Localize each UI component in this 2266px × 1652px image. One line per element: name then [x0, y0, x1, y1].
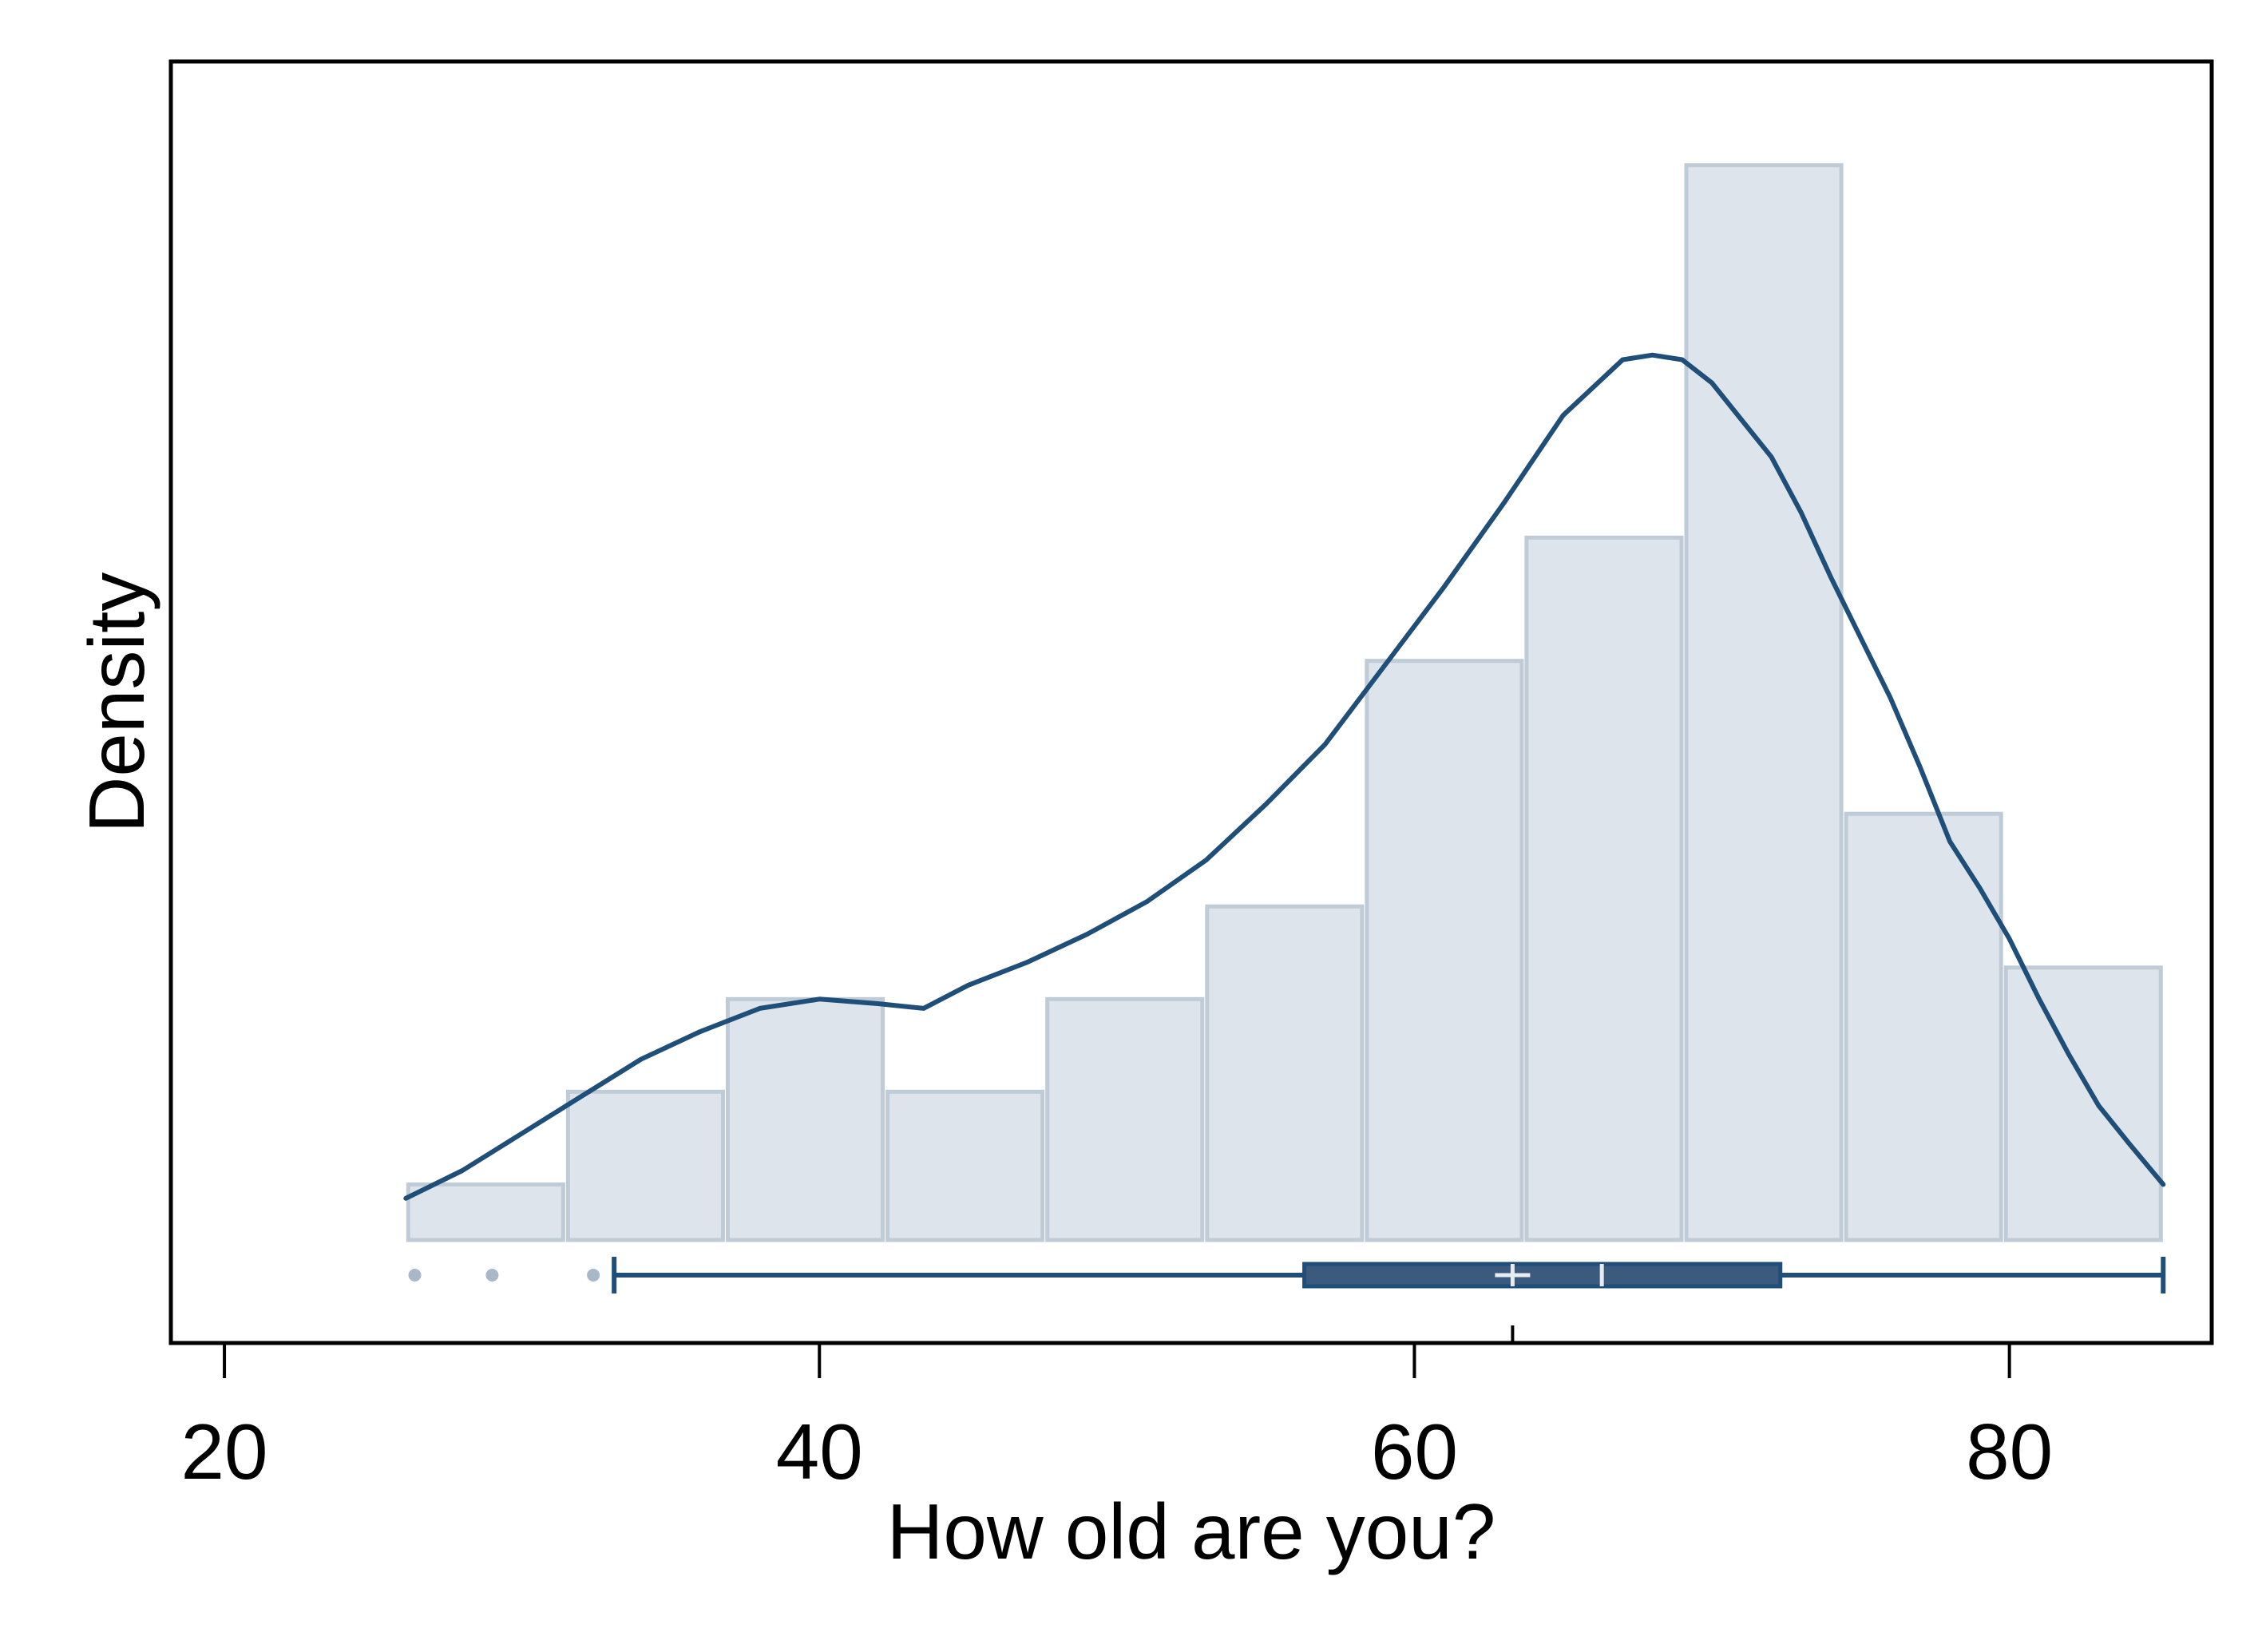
histogram-bar	[565, 1089, 726, 1242]
histogram-bars	[406, 163, 2163, 1242]
x-axis-label: How old are you?	[887, 1488, 1496, 1575]
density-curve	[403, 352, 2166, 1201]
boxplot-outlier-point	[485, 1269, 499, 1282]
histogram-bar	[1684, 163, 1844, 1242]
histogram-bar	[406, 1182, 565, 1242]
histogram-bar	[1844, 811, 2003, 1242]
boxplot-outlier-point	[587, 1269, 600, 1282]
y-axis-label: Density	[73, 572, 160, 834]
histogram-bar	[726, 996, 885, 1242]
x-tick-label: 20	[181, 1408, 268, 1496]
density-curve-group	[403, 352, 2166, 1201]
x-tick-label: 40	[776, 1408, 863, 1496]
histogram-bar	[1205, 904, 1365, 1242]
x-tick-label: 80	[1966, 1408, 2053, 1496]
plot-frame	[168, 59, 2214, 1345]
boxplot-outlier-point	[408, 1269, 422, 1282]
histogram-bar	[1365, 659, 1524, 1242]
histogram-bar	[1045, 996, 1205, 1242]
x-axis: 20 40 60 80	[181, 1343, 2053, 1496]
boxplot-group	[408, 1257, 2166, 1343]
histogram-bar	[2003, 965, 2163, 1242]
histogram-bar	[1524, 535, 1684, 1242]
x-tick-label: 60	[1371, 1408, 1458, 1496]
histogram-bar	[885, 1089, 1045, 1242]
boxplot-box	[1302, 1262, 1783, 1289]
